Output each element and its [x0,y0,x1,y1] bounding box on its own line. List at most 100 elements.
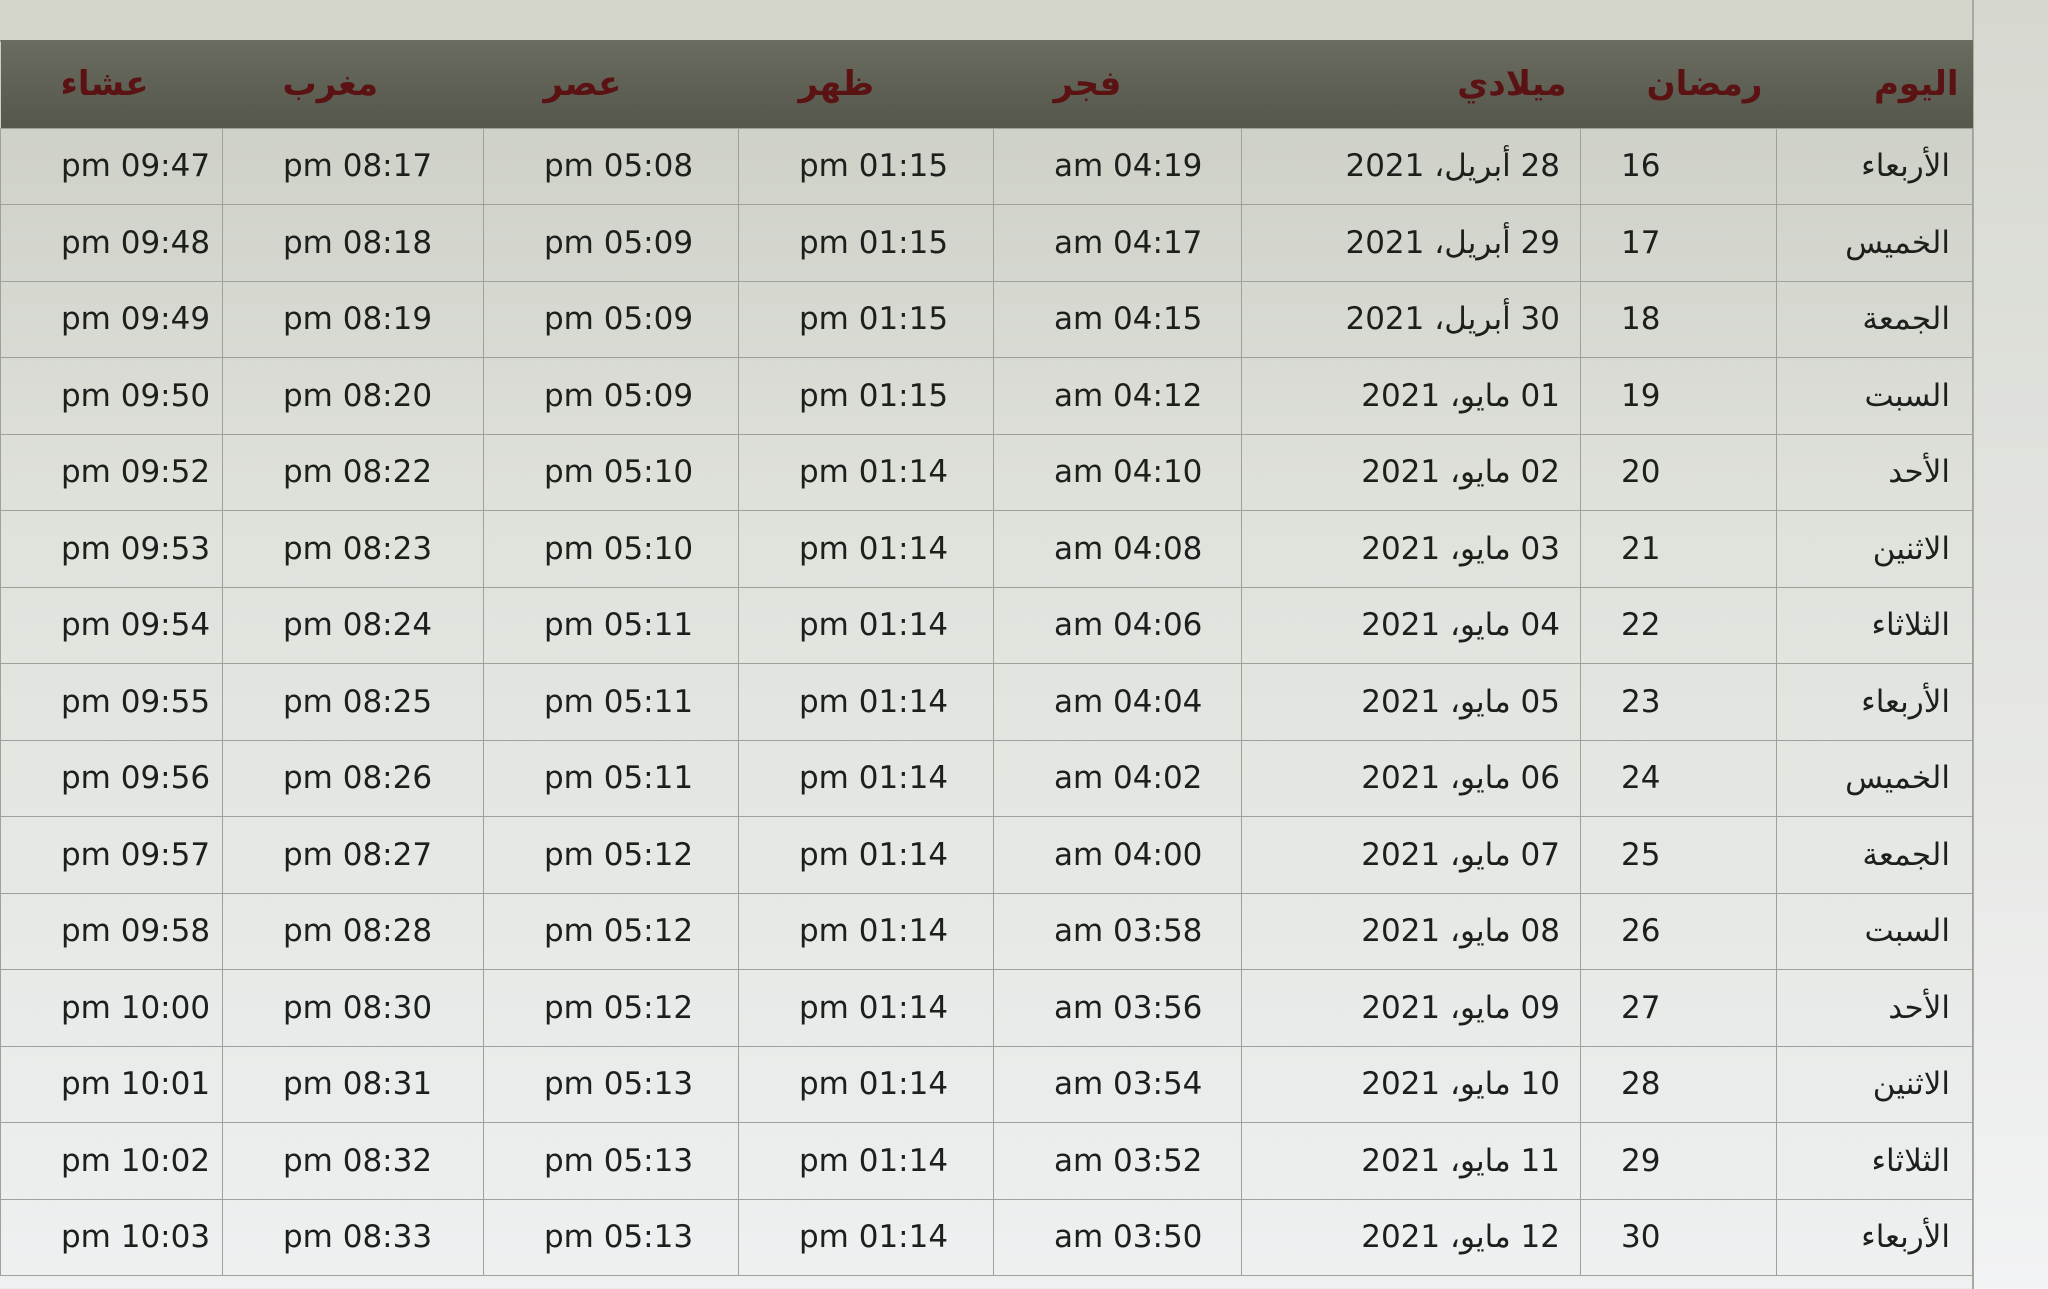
day-value: الخميس [1845,224,1950,261]
cell-dhuhr: pm 01:14 [738,816,994,894]
cell-maghrib: pm 08:18 [222,204,484,282]
cell-isha: pm 09:50 [0,357,223,435]
day-value: السبت [1864,377,1950,414]
cell-isha: pm 09:56 [0,739,223,817]
cell-ramadan-day: 16 [1580,127,1777,205]
cell-day: الخميس [1776,204,1973,282]
table-row: السبت 19 01 مايو، 2021 am 04:12 pm 01:15 pm 0… [0,357,1973,435]
cell-maghrib: pm 08:32 [222,1122,484,1200]
gregorian-date-value: 03 مايو، 2021 [1361,530,1560,567]
cell-maghrib: pm 08:25 [222,663,484,741]
cell-gregorian-date: 08 مايو، 2021 [1241,892,1581,970]
cell-fajr: am 04:00 [993,816,1242,894]
cell-ramadan-day: 23 [1580,663,1777,741]
cell-gregorian-date: 03 مايو، 2021 [1241,510,1581,588]
cell-dhuhr: pm 01:14 [738,739,994,817]
dhuhr-value: pm 01:14 [799,1066,949,1103]
asr-value: pm 05:11 [544,760,694,797]
cell-day: الأحد [1776,433,1973,511]
table-row: الجمعة 25 07 مايو، 2021 am 04:00 pm 01:14 pm … [0,816,1973,894]
fajr-value: am 04:17 [1054,224,1203,261]
table-row: الأحد 27 09 مايو، 2021 am 03:56 pm 01:14 pm 0… [0,969,1973,1047]
isha-value: pm 09:56 [61,760,211,797]
cell-dhuhr: pm 01:14 [738,969,994,1047]
maghrib-value: pm 08:20 [283,377,433,414]
gregorian-date-value: 11 مايو، 2021 [1361,1142,1560,1179]
table-row: الأحد 20 02 مايو، 2021 am 04:10 pm 01:14 pm 0… [0,433,1973,511]
ramadan-day-value: 23 [1621,683,1661,720]
fajr-value: am 03:58 [1054,913,1203,950]
cell-day: الأربعاء [1776,127,1973,205]
isha-value: pm 09:53 [61,530,211,567]
cell-fajr: am 04:08 [993,510,1242,588]
ramadan-day-value: 24 [1621,760,1661,797]
ramadan-day-value: 22 [1621,607,1661,644]
cell-ramadan-day: 17 [1580,204,1777,282]
cell-fajr: am 04:04 [993,663,1242,741]
maghrib-value: pm 08:25 [283,683,433,720]
table-row: الأربعاء 16 28 أبريل، 2021 am 04:19 pm 01:15… [0,127,1973,205]
cell-day: الاثنين [1776,1045,1973,1123]
asr-value: pm 05:09 [544,301,694,338]
cell-asr: pm 05:11 [483,586,739,664]
table-row: الخميس 24 06 مايو، 2021 am 04:02 pm 01:14 pm … [0,739,1973,817]
ramadan-day-value: 27 [1621,989,1661,1026]
cell-dhuhr: pm 01:15 [738,280,994,358]
cell-dhuhr: pm 01:14 [738,1198,994,1276]
dhuhr-value: pm 01:14 [799,989,949,1026]
cell-dhuhr: pm 01:15 [738,204,994,282]
cell-day: الأربعاء [1776,1198,1973,1276]
cell-gregorian-date: 28 أبريل، 2021 [1241,127,1581,205]
gregorian-date-value: 07 مايو، 2021 [1361,836,1560,873]
dhuhr-value: pm 01:15 [799,148,949,185]
day-value: الأحد [1888,989,1950,1026]
dhuhr-value: pm 01:15 [799,377,949,414]
dhuhr-value: pm 01:14 [799,1219,949,1256]
ramadan-day-value: 29 [1621,1142,1661,1179]
fajr-value: am 04:15 [1054,301,1203,338]
dhuhr-value: pm 01:14 [799,913,949,950]
cell-maghrib: pm 08:24 [222,586,484,664]
day-value: السبت [1864,913,1950,950]
cell-isha: pm 09:49 [0,280,223,358]
gregorian-date-value: 30 أبريل، 2021 [1345,301,1560,338]
maghrib-value: pm 08:27 [283,836,433,873]
cell-fajr: am 04:17 [993,204,1242,282]
table-header-row: اليوم رمضان ميلادي فجر ظهر عصر مغرب عشاء [0,40,1973,128]
cell-day: السبت [1776,892,1973,970]
cell-maghrib: pm 08:33 [222,1198,484,1276]
maghrib-value: pm 08:33 [283,1219,433,1256]
table-row: الأربعاء 23 05 مايو، 2021 am 04:04 pm 01:14 p… [0,663,1973,741]
day-value: الأحد [1888,454,1950,491]
cell-ramadan-day: 24 [1580,739,1777,817]
asr-value: pm 05:11 [544,607,694,644]
cell-ramadan-day: 21 [1580,510,1777,588]
cell-gregorian-date: 29 أبريل، 2021 [1241,204,1581,282]
cell-maghrib: pm 08:26 [222,739,484,817]
cell-asr: pm 05:13 [483,1045,739,1123]
cell-asr: pm 05:13 [483,1122,739,1200]
gregorian-date-value: 28 أبريل، 2021 [1345,148,1560,185]
cell-fajr: am 03:52 [993,1122,1242,1200]
cell-asr: pm 05:09 [483,280,739,358]
cell-dhuhr: pm 01:14 [738,663,994,741]
cell-day: الاثنين [1776,510,1973,588]
dhuhr-value: pm 01:15 [799,224,949,261]
day-value: الاثنين [1872,530,1950,567]
top-strip [0,0,1980,42]
cell-asr: pm 05:11 [483,739,739,817]
cell-dhuhr: pm 01:14 [738,1045,994,1123]
cell-maghrib: pm 08:23 [222,510,484,588]
cell-maghrib: pm 08:19 [222,280,484,358]
isha-value: pm 09:50 [61,377,211,414]
cell-isha: pm 10:03 [0,1198,223,1276]
cell-dhuhr: pm 01:14 [738,892,994,970]
cell-fajr: am 03:50 [993,1198,1242,1276]
fajr-value: am 03:50 [1054,1219,1203,1256]
table-row: الاثنين 21 03 مايو، 2021 am 04:08 pm 01:14 pm… [0,510,1973,588]
isha-value: pm 09:58 [61,913,211,950]
isha-value: pm 09:54 [61,607,211,644]
asr-value: pm 05:13 [544,1066,694,1103]
cell-asr: pm 05:12 [483,969,739,1047]
cell-fajr: am 04:19 [993,127,1242,205]
